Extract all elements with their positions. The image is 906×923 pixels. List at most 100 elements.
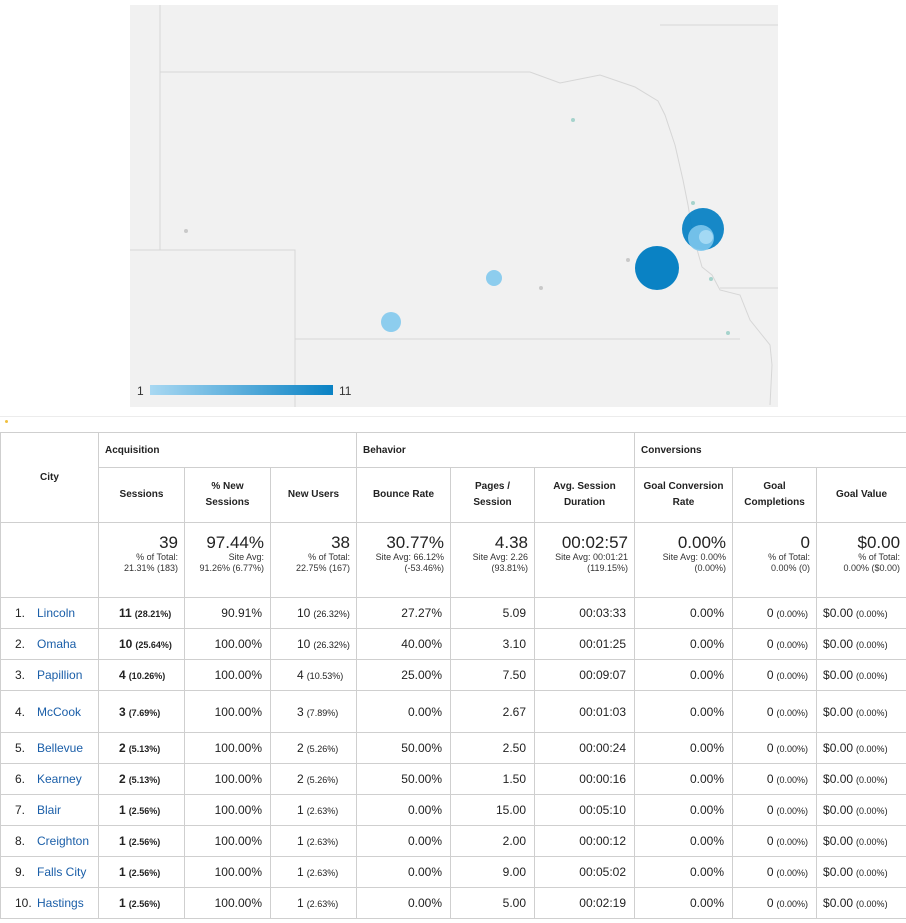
- state-border-colorado: [160, 249, 296, 407]
- avg-duration-cell: 00:05:02: [533, 856, 636, 888]
- goal-conversion-rate-cell: 0.00%: [634, 794, 734, 826]
- total-bounce-rate: 30.77% Site Avg: 66.12% (-53.46%): [356, 522, 451, 598]
- bubble-lincoln: [635, 246, 679, 290]
- city-link[interactable]: Hastings: [37, 896, 84, 910]
- avg-duration-cell: 00:09:07: [533, 659, 636, 691]
- table-row: 9. Falls City 1 (2.56%) 100.00% 1 (2.63%) 0.00%…: [0, 856, 906, 888]
- goal-value-cell: $0.00 (0.00%): [816, 597, 906, 629]
- goal-completions-cell: 0 (0.00%): [732, 794, 818, 826]
- bubble-dot-6: [709, 277, 713, 281]
- new-sessions-cell: 100.00%: [184, 794, 271, 826]
- city-link[interactable]: Bellevue: [37, 741, 84, 755]
- city-bubbles: [184, 118, 730, 335]
- pages-session-cell: 1.50: [450, 763, 535, 795]
- legend-max: 11: [339, 384, 352, 398]
- city-link[interactable]: Kearney: [37, 772, 82, 786]
- goal-completions-cell: 0 (0.00%): [732, 887, 818, 919]
- new-sessions-cell: 100.00%: [184, 856, 271, 888]
- goal-value-cell: $0.00 (0.00%): [816, 794, 906, 826]
- row-index: 4.: [15, 704, 26, 719]
- goal-conversion-rate-cell: 0.00%: [634, 763, 734, 795]
- loading-dot: [5, 420, 8, 423]
- legend-gradient: [150, 385, 333, 395]
- row-index: 6.: [15, 772, 26, 786]
- column-header-bounce-rate[interactable]: Bounce Rate: [356, 467, 451, 523]
- bubble-dot-4: [626, 258, 630, 262]
- new-users-cell: 1 (2.63%): [270, 856, 357, 888]
- goal-conversion-rate-cell: 0.00%: [634, 597, 734, 629]
- new-users-cell: 1 (2.63%): [270, 794, 357, 826]
- sessions-cell: 1 (2.56%): [98, 794, 185, 826]
- goal-conversion-rate-cell: 0.00%: [634, 628, 734, 660]
- city-link[interactable]: McCook: [37, 704, 82, 719]
- city-link[interactable]: Blair: [37, 803, 62, 817]
- pages-session-cell: 5.00: [450, 887, 535, 919]
- row-index: 1.: [15, 606, 26, 620]
- table-row: 1. Lincoln 11 (28.21%) 90.91% 10 (26.32%) 27.27…: [0, 597, 906, 629]
- totals-row: 39% of Total: 21.31% (183) 97.44% Site Avg…: [0, 522, 906, 598]
- total-avg-duration: 00:02:57 Site Avg: 00:01:21 (119.15%): [533, 522, 636, 598]
- avg-duration-cell: 00:00:24: [533, 732, 636, 764]
- table-row: 6. Kearney 2 (5.13%) 100.00% 2 (5.26%) 50.00% 1.…: [0, 763, 906, 795]
- bubble-mccook: [381, 312, 401, 332]
- pages-session-cell: 7.50: [450, 659, 535, 691]
- sessions-cell: 1 (2.56%): [98, 887, 185, 919]
- avg-duration-cell: 00:05:10: [533, 794, 636, 826]
- city-link[interactable]: Falls City: [37, 865, 87, 879]
- table-row: 10. Hastings 1 (2.56%) 100.00% 1 (2.63%) 0.00% 5…: [0, 887, 906, 919]
- new-users-cell: 10 (26.32%): [270, 597, 357, 629]
- column-header-goal-conversion-rate[interactable]: Goal Conversion Rate: [634, 467, 734, 523]
- new-sessions-cell: 90.91%: [184, 597, 271, 629]
- goal-completions-cell: 0 (0.00%): [732, 659, 818, 691]
- bounce-rate-cell: 50.00%: [356, 732, 451, 764]
- sessions-cell: 2 (5.13%): [98, 732, 185, 764]
- goal-completions-cell: 0 (0.00%): [732, 856, 818, 888]
- column-header-new-users[interactable]: New Users: [270, 467, 357, 523]
- new-users-cell: 4 (10.53%): [270, 659, 357, 691]
- sessions-cell: 2 (5.13%): [98, 763, 185, 795]
- sessions-cell: 4 (10.26%): [98, 659, 185, 691]
- pages-session-cell: 5.09: [450, 597, 535, 629]
- new-sessions-cell: 100.00%: [184, 690, 271, 733]
- row-index: 5.: [15, 741, 26, 755]
- city-cell: 7. Blair: [0, 794, 99, 826]
- column-header-goal-completions[interactable]: Goal Completions: [732, 467, 818, 523]
- city-link[interactable]: Papillion: [37, 668, 83, 682]
- bounce-rate-cell: 25.00%: [356, 659, 451, 691]
- pages-session-cell: 9.00: [450, 856, 535, 888]
- column-header-goal-value[interactable]: Goal Value: [816, 467, 906, 523]
- goal-completions-cell: 0 (0.00%): [732, 597, 818, 629]
- goal-value-cell: $0.00 (0.00%): [816, 763, 906, 795]
- new-users-cell: 2 (5.26%): [270, 763, 357, 795]
- avg-duration-cell: 00:01:03: [533, 690, 636, 733]
- pages-session-cell: 3.10: [450, 628, 535, 660]
- column-header-sessions[interactable]: Sessions: [98, 467, 185, 523]
- column-header-city[interactable]: City: [0, 432, 99, 523]
- goal-conversion-rate-cell: 0.00%: [634, 732, 734, 764]
- goal-value-cell: $0.00 (0.00%): [816, 659, 906, 691]
- new-sessions-cell: 100.00%: [184, 659, 271, 691]
- new-users-cell: 10 (26.32%): [270, 628, 357, 660]
- avg-duration-cell: 00:03:33: [533, 597, 636, 629]
- sessions-cell: 10 (25.64%): [98, 628, 185, 660]
- goal-value-cell: $0.00 (0.00%): [816, 690, 906, 733]
- bounce-rate-cell: 0.00%: [356, 887, 451, 919]
- bounce-rate-cell: 0.00%: [356, 825, 451, 857]
- column-header-new-sessions[interactable]: % New Sessions: [184, 467, 271, 523]
- column-header-avg-duration[interactable]: Avg. Session Duration: [533, 467, 636, 523]
- bounce-rate-cell: 40.00%: [356, 628, 451, 660]
- new-users-cell: 1 (2.63%): [270, 887, 357, 919]
- city-link[interactable]: Lincoln: [37, 606, 76, 620]
- city-link[interactable]: Creighton: [37, 834, 90, 848]
- avg-duration-cell: 00:02:19: [533, 887, 636, 919]
- table-row: 3. Papillion 4 (10.26%) 100.00% 4 (10.53%) 25.0…: [0, 659, 906, 691]
- pages-session-cell: 15.00: [450, 794, 535, 826]
- goal-conversion-rate-cell: 0.00%: [634, 825, 734, 857]
- total-goal-completions: 0% of Total: 0.00% (0): [732, 522, 818, 598]
- city-cell: 1. Lincoln: [0, 597, 99, 629]
- column-header-pages-session[interactable]: Pages / Session: [450, 467, 535, 523]
- row-index: 9.: [15, 865, 26, 879]
- city-link[interactable]: Omaha: [37, 637, 77, 651]
- city-cell: 4. McCook: [0, 690, 99, 733]
- geo-map[interactable]: 1 11: [130, 5, 778, 407]
